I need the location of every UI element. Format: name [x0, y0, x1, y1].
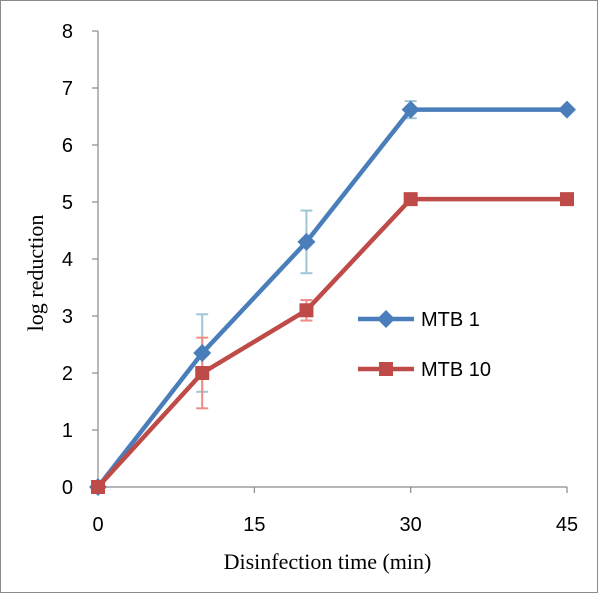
legend-marker [377, 310, 395, 328]
y-tick-label: 3 [62, 306, 73, 328]
y-tick-label: 7 [62, 78, 73, 100]
data-point-series-1 [193, 344, 212, 363]
y-tick-label: 4 [62, 249, 73, 271]
axes [97, 31, 567, 488]
legend-marker [379, 362, 393, 376]
y-tick-label: 5 [62, 192, 73, 214]
data-point-series-2 [299, 303, 314, 318]
y-axis-ticks: 0 1 2 3 4 5 6 7 8 [62, 21, 98, 499]
x-tick-label: 0 [92, 514, 103, 536]
y-tick-label: 1 [62, 420, 73, 442]
y-tick-label: 6 [62, 135, 73, 157]
series-line-1 [96, 107, 567, 489]
data-point-series-2 [403, 192, 418, 207]
data-point-series-1 [401, 100, 420, 119]
series-markers [89, 100, 576, 496]
legend-label: MTB 10 [421, 359, 491, 381]
data-point-series-2 [195, 366, 210, 380]
series-line-2 [96, 196, 567, 489]
data-point-series-1 [558, 100, 576, 119]
y-axis-title: log reduction [23, 215, 48, 332]
y-tick-label: 8 [62, 21, 73, 43]
data-point-series-1 [297, 232, 316, 251]
legend-label: MTB 1 [421, 309, 480, 331]
x-axis-ticks: 0 15 30 45 [92, 487, 578, 536]
x-tick-label: 15 [243, 514, 265, 536]
x-tick-label: 45 [556, 514, 578, 536]
x-axis-title: Disinfection time (min) [224, 549, 432, 574]
x-tick-label: 30 [400, 514, 422, 536]
legend: MTB 1 MTB 10 [358, 309, 491, 381]
data-point-series-2 [560, 192, 574, 207]
data-point-series-2 [91, 480, 105, 494]
y-tick-label: 2 [62, 363, 73, 385]
series-lines [96, 107, 567, 489]
y-tick-label: 0 [62, 477, 73, 499]
